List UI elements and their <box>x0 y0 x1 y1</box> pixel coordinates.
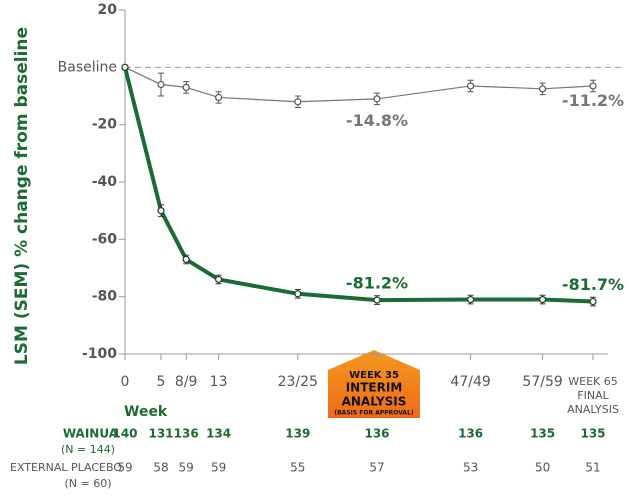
y-tick-label: 20 <box>98 2 118 18</box>
badge-text: WEEK 35 <box>349 370 399 381</box>
placebo-label: -14.8% <box>346 111 408 130</box>
x-axis-label: Week <box>124 404 168 420</box>
count: 57 <box>369 461 384 475</box>
row-name: WAINUA <box>63 427 119 441</box>
x-tick-label: 23/25 <box>278 374 318 390</box>
point <box>157 80 165 89</box>
point <box>373 296 381 304</box>
y-tick-label: -20 <box>92 117 118 133</box>
point <box>121 63 129 71</box>
count: 58 <box>153 461 168 475</box>
interim-badge <box>328 350 420 418</box>
y-tick-label: -60 <box>92 231 118 247</box>
point <box>538 85 547 93</box>
y-axis-label: LSM (SEM) % change from baseline <box>12 27 32 365</box>
point <box>294 98 302 106</box>
y-tick-label: Baseline <box>58 59 117 75</box>
point <box>589 297 597 306</box>
count: 53 <box>463 461 478 475</box>
series-line <box>124 66 594 103</box>
y-tick-label: -40 <box>92 174 118 190</box>
count: 59 <box>179 461 194 475</box>
x-tick-label: 57/59 <box>522 374 562 390</box>
count: 136 <box>174 427 199 441</box>
badge-text: ANALYSIS <box>342 395 407 409</box>
badge-text: INTERIM <box>346 381 403 395</box>
final-label: ANALYSIS <box>567 403 619 416</box>
x-tick-label: 0 <box>121 374 130 390</box>
row-n: (N = 60) <box>64 477 111 490</box>
final-label: FINAL <box>577 389 609 402</box>
x-tick-label: WEEK 65 <box>568 375 617 388</box>
placebo-label: -11.2% <box>562 91 624 110</box>
series-line <box>123 66 594 304</box>
point <box>294 290 302 298</box>
point <box>373 95 381 103</box>
count: 55 <box>290 461 305 475</box>
count: 136 <box>458 427 483 441</box>
count: 59 <box>211 461 226 475</box>
value-label: -81.2% <box>346 274 408 293</box>
point <box>215 275 223 284</box>
row-n: (N = 144) <box>61 443 115 456</box>
count: 59 <box>117 461 132 475</box>
row-name: EXTERNAL PLACEBO <box>10 461 122 474</box>
badge-text: (BASIS FOR APPROVAL) <box>334 410 414 417</box>
point <box>467 295 475 304</box>
point <box>182 255 190 263</box>
point <box>467 82 475 90</box>
count: 134 <box>206 427 231 441</box>
count: 139 <box>285 427 310 441</box>
y-tick-label: -100 <box>82 346 117 362</box>
count: 135 <box>580 427 605 441</box>
count: 140 <box>112 427 137 441</box>
y-tick-label: -80 <box>92 289 118 305</box>
count: 131 <box>148 427 173 441</box>
x-tick-label: 47/49 <box>450 374 490 390</box>
x-tick-label: 8/9 <box>175 374 198 390</box>
x-tick-label: 13 <box>210 374 228 390</box>
point <box>589 82 597 90</box>
count: 50 <box>535 461 550 475</box>
count: 51 <box>585 461 600 475</box>
count: 135 <box>530 427 555 441</box>
count: 136 <box>364 427 389 441</box>
point <box>215 93 223 102</box>
value-label: -81.7% <box>562 275 624 294</box>
point <box>538 295 547 304</box>
point <box>182 83 190 92</box>
point <box>157 207 165 215</box>
x-tick-label: 5 <box>157 374 166 390</box>
